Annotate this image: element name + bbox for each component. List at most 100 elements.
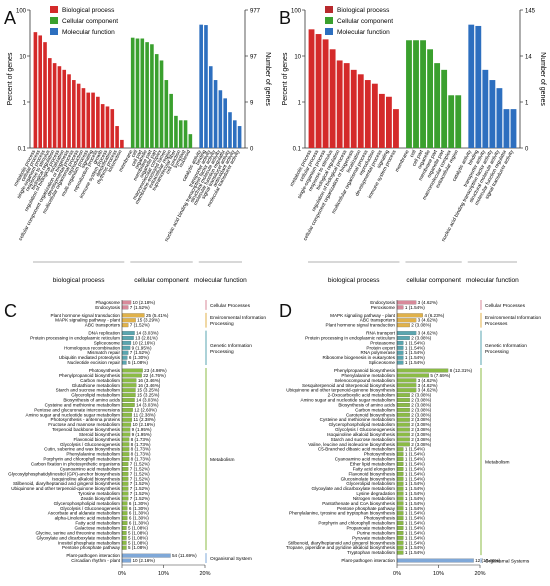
bar xyxy=(315,34,322,148)
value-label: 2 (3.08%) xyxy=(411,437,431,442)
bar xyxy=(121,300,132,305)
y-tick-label-left: 100 xyxy=(16,9,27,15)
category-label: Glutathione metabolism xyxy=(72,383,120,388)
value-label: 2 (3.08%) xyxy=(411,407,431,412)
kegg-chart-d: D Endocytosis 3 (4.62%) Peroxisome 1 (1.54%)… xyxy=(279,300,541,577)
go-chart-b: B 100 145 10 14 1 1 0.1 0 Percent of genes Number … xyxy=(279,6,546,284)
bar xyxy=(396,373,430,378)
bar xyxy=(48,58,52,148)
value-label: 7 (1.52%) xyxy=(130,323,150,328)
bar xyxy=(91,92,95,148)
x-tick-label: 0% xyxy=(393,571,401,577)
bar xyxy=(396,501,404,506)
value-label: 5 (1.08%) xyxy=(128,530,148,535)
bar xyxy=(121,540,127,545)
bar xyxy=(183,120,188,148)
category-label: Nucleotide excision repair xyxy=(67,360,120,365)
category-label: Cysteine and methionine metabolism xyxy=(45,402,120,407)
bar xyxy=(121,452,130,457)
value-label: 11 (2.38%) xyxy=(133,412,156,417)
bar xyxy=(115,126,119,148)
category-label: Endocytosis xyxy=(370,300,395,305)
bar xyxy=(154,54,159,149)
category-label: Glyoxylate and dicarboxylate metabolism xyxy=(312,486,396,491)
value-label: 3 (4.62%) xyxy=(418,388,438,393)
bar xyxy=(121,318,136,323)
category-label: Circadian rhythm - plant xyxy=(71,558,120,563)
bar xyxy=(396,412,410,417)
panel-c: C Phagosome 10 (2.18%) Endocytosis 7 (1.52%)… xyxy=(0,295,275,581)
bar xyxy=(121,403,135,407)
bar xyxy=(159,60,164,149)
category-label: Phenylalanine metabolism xyxy=(66,452,120,457)
group-label: cellular component xyxy=(134,277,189,284)
bar xyxy=(100,104,105,148)
bar xyxy=(396,558,474,563)
section-label: Metabolism xyxy=(485,460,510,466)
section-label: Metabolism xyxy=(210,457,235,463)
value-label: 11 (2.38%) xyxy=(133,417,156,422)
legend-swatch xyxy=(50,17,58,24)
bar xyxy=(121,535,127,540)
value-label: 4 (6.23%) xyxy=(424,313,444,318)
bar xyxy=(121,496,129,501)
value-label: 12 (18.46%) xyxy=(475,558,500,563)
x-tick-label: cell xyxy=(130,149,139,158)
value-label: 3 (4.62%) xyxy=(418,378,438,383)
bar xyxy=(96,96,100,148)
x-tick-label: 20% xyxy=(199,571,210,577)
legend-swatch xyxy=(325,6,333,13)
category-label: Sesquiterpenoid and triterpenoid biosynt… xyxy=(302,383,396,388)
section-label: Processing xyxy=(210,321,234,327)
bar xyxy=(396,462,404,466)
bar xyxy=(204,25,208,149)
bar xyxy=(396,535,404,540)
value-label: 16 (3.46%) xyxy=(138,378,161,383)
value-label: 15 (3.25%) xyxy=(137,393,160,398)
category-label: Tryptophan metabolism xyxy=(347,550,395,555)
bar xyxy=(121,378,137,383)
bar xyxy=(413,40,419,148)
y-tick-label-right: 1 xyxy=(525,101,529,107)
bar xyxy=(322,39,329,148)
bar xyxy=(396,442,410,447)
bar xyxy=(396,318,417,323)
category-label: Glycerolipid metabolism xyxy=(346,481,395,486)
bar xyxy=(396,422,410,427)
bar xyxy=(396,427,410,432)
category-label: Cutin, suberine and wax biosynthesis xyxy=(44,447,121,452)
value-label: 1 (1.54%) xyxy=(405,476,425,481)
value-label: 3 (4.62%) xyxy=(418,383,438,388)
bar xyxy=(396,481,404,486)
bar xyxy=(396,398,410,403)
value-label: 1 (1.54%) xyxy=(405,535,425,540)
value-label: 2 (3.08%) xyxy=(411,323,431,328)
category-label: Fructose and mannose metabolism xyxy=(48,422,120,427)
value-label: 2 (3.08%) xyxy=(411,393,431,398)
bar xyxy=(121,313,145,318)
y-axis-title-right: Number of genes xyxy=(539,52,546,106)
category-label: Carbon fixation in photosynthetic organi… xyxy=(31,462,121,467)
bar xyxy=(396,437,410,442)
value-label: 5 (1.08%) xyxy=(128,545,148,550)
category-label: Zeatin biosynthesis xyxy=(81,496,121,501)
value-label: 8 (12.31%) xyxy=(450,368,473,373)
bar xyxy=(121,422,132,427)
value-label: 1 (1.54%) xyxy=(405,350,425,355)
bar xyxy=(120,139,124,148)
bar xyxy=(396,360,404,365)
category-label: Pyruvate metabolism xyxy=(352,535,395,540)
value-label: 16 (3.46%) xyxy=(138,383,161,388)
bar xyxy=(145,42,149,148)
group-label: biological process xyxy=(328,277,380,284)
bar xyxy=(396,506,404,511)
bar xyxy=(396,340,404,345)
group-label: molecular function xyxy=(466,277,519,284)
go-chart-a: A 100 977 10 97 1 9 0.1 0 Percent of genes Number … xyxy=(4,6,271,284)
panel-d: D Endocytosis 3 (4.62%) Peroxisome 1 (1.54%)… xyxy=(275,295,550,581)
bar xyxy=(121,407,133,412)
category-label: Cyanoamino acid metabolism xyxy=(335,457,395,462)
value-label: 2 (3.08%) xyxy=(411,402,431,407)
bar xyxy=(396,313,423,318)
bar xyxy=(336,60,343,149)
